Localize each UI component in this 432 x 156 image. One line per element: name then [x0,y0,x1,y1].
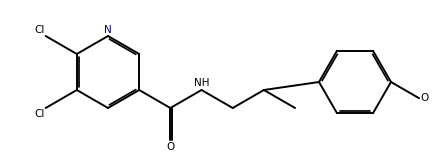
Text: O: O [166,142,175,152]
Text: O: O [420,93,428,103]
Text: Cl: Cl [34,25,44,35]
Text: NH: NH [194,78,209,88]
Text: N: N [104,24,112,34]
Text: Cl: Cl [34,109,44,119]
